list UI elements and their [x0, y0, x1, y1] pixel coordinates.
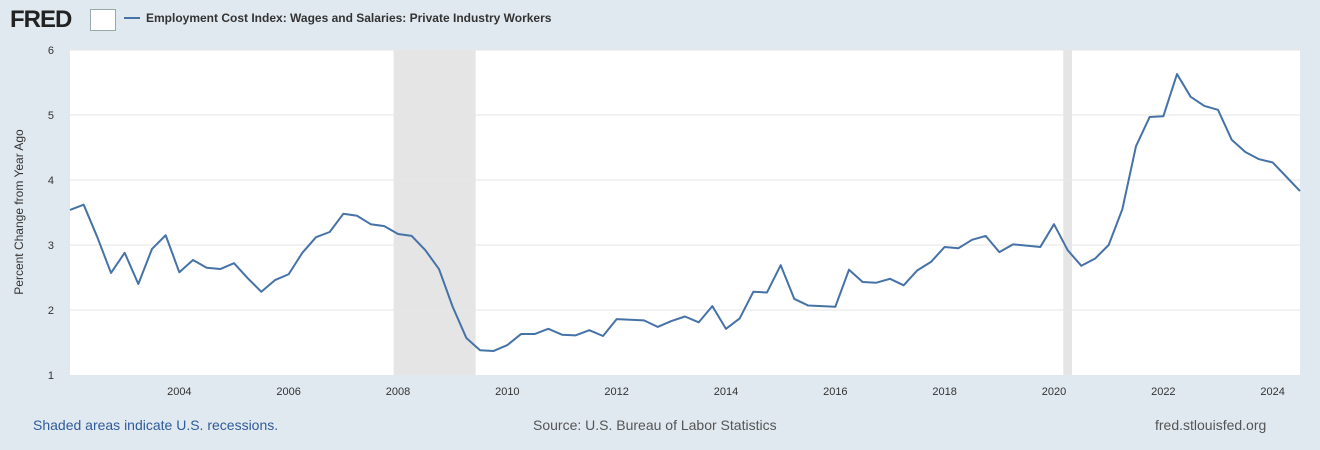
recession-shade: [1063, 50, 1073, 375]
x-tick-label: 2014: [714, 386, 738, 398]
site-link[interactable]: fred.stlouisfed.org: [1155, 417, 1267, 433]
chart-title: Employment Cost Index: Wages and Salarie…: [146, 11, 552, 25]
legend: Employment Cost Index: Wages and Salarie…: [124, 11, 551, 25]
y-tick-label: 3: [48, 240, 54, 252]
x-tick-label: 2024: [1260, 386, 1284, 398]
x-tick-label: 2020: [1042, 386, 1066, 398]
logo-graph-icon: [90, 9, 116, 31]
source-text: Source: U.S. Bureau of Labor Statistics: [533, 417, 777, 433]
plot-area: [70, 50, 1300, 375]
x-tick-label: 2016: [823, 386, 847, 398]
y-tick-label: 6: [48, 45, 54, 57]
y-tick-label: 4: [48, 175, 54, 187]
x-tick-label: 2008: [386, 386, 410, 398]
y-tick-label: 2: [48, 305, 54, 317]
x-tick-label: 2018: [932, 386, 956, 398]
logo-text: FRED: [10, 6, 72, 33]
y-tick-label: 1: [48, 370, 54, 382]
y-tick-label: 5: [48, 110, 54, 122]
y-axis-label: Percent Change from Year Ago: [12, 129, 26, 295]
recession-shade: [393, 50, 476, 375]
x-tick-label: 2006: [276, 386, 300, 398]
recession-note[interactable]: Shaded areas indicate U.S. recessions.: [33, 417, 279, 433]
x-tick-label: 2022: [1151, 386, 1175, 398]
x-tick-label: 2010: [495, 386, 519, 398]
fred-logo[interactable]: FRED: [10, 6, 72, 34]
series-line: [69, 73, 1301, 352]
legend-swatch: [124, 17, 140, 19]
x-tick-label: 2004: [167, 386, 191, 398]
x-tick-label: 2012: [604, 386, 628, 398]
